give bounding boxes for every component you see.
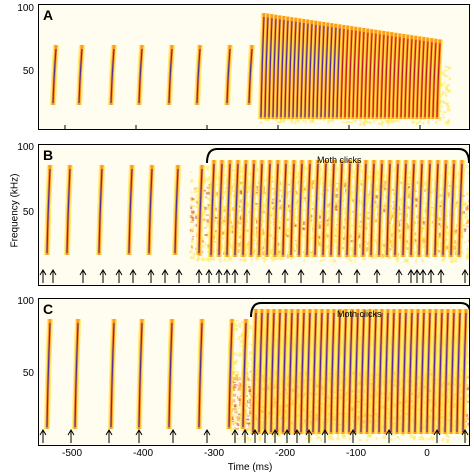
- moth-clicks-label-b: Moth clicks: [317, 155, 362, 165]
- spectrogram-a-canvas: [50, 12, 452, 129]
- x-tick-minus-300: -300: [203, 448, 224, 459]
- spectrogram-panel-c: C Moth clicks: [38, 298, 470, 446]
- x-tick-minus-200: -200: [274, 448, 295, 459]
- spectrogram-panel-b: B Moth clicks: [38, 144, 470, 286]
- y-tick-b-100: 100: [17, 142, 34, 153]
- panel-label-a: A: [43, 7, 54, 23]
- x-tick-0: 0: [424, 448, 430, 459]
- y-tick-a-100: 100: [17, 3, 34, 14]
- y-tick-a-50: 50: [22, 66, 34, 77]
- spectrogram-panel-a: A: [38, 4, 470, 130]
- x-tick-minus-500: -500: [61, 448, 82, 459]
- moth-clicks-label-c: Moth clicks: [337, 309, 382, 319]
- y-tick-c-50: 50: [22, 368, 34, 379]
- y-axis-label: Frequency (kHz): [9, 173, 21, 248]
- y-tick-c-100: 100: [17, 296, 34, 307]
- moth-clicks-bracket: [250, 302, 469, 318]
- panel-label-b: B: [43, 147, 54, 163]
- y-tick-b-50: 50: [22, 207, 34, 218]
- spectrogram-c-canvas: [39, 302, 469, 443]
- x-tick-minus-400: -400: [132, 448, 153, 459]
- panel-label-c: C: [43, 301, 54, 317]
- x-tick-minus-100: -100: [345, 448, 366, 459]
- x-axis-label: Time (ms): [227, 462, 273, 473]
- spectrogram-b-canvas: [39, 148, 469, 283]
- moth-clicks-bracket: [206, 148, 469, 164]
